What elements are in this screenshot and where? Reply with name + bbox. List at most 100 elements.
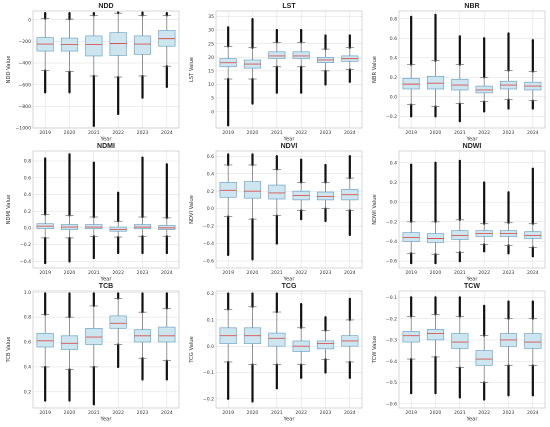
box-2021 (451, 296, 469, 399)
x-tick-label: 2024 (344, 270, 356, 276)
y-tick-label: −0.2 (386, 114, 397, 120)
plot-frame (32, 10, 180, 129)
outlier-point (458, 260, 461, 263)
y-tick-label: 10 (208, 82, 214, 88)
box-2024 (158, 12, 176, 88)
outlier-point (507, 394, 510, 397)
box-2020 (60, 12, 79, 94)
x-tick-label: 2024 (344, 130, 356, 136)
box-2021 (451, 35, 469, 123)
outlier-point (165, 292, 168, 295)
y-axis-label: TCG Value (189, 336, 195, 363)
outlier-point (348, 376, 351, 379)
x-tick-label: 2024 (527, 270, 539, 276)
x-tick-label: 2023 (320, 410, 332, 416)
y-tick-label: −0.4 (203, 241, 214, 247)
box-2024 (524, 39, 542, 110)
iqr-box (268, 332, 286, 347)
y-tick-label: −0.1 (203, 370, 214, 376)
y-tick-label: −0.2 (203, 224, 214, 230)
outlier-point (275, 155, 278, 158)
x-tick-label: 2024 (344, 410, 356, 416)
y-tick-label: 20 (208, 55, 214, 61)
iqr-box (292, 51, 310, 59)
panel-title: TCB (99, 283, 113, 290)
iqr-box (426, 328, 445, 341)
outlier-point (165, 163, 168, 166)
plot-frame (32, 290, 180, 409)
iqr-box (524, 333, 542, 349)
box-2023 (499, 32, 518, 110)
box-2022 (292, 28, 310, 94)
y-axis-label: NDMI Value (6, 195, 12, 225)
x-axis-label: Year (283, 277, 296, 283)
panel-title: NDMI (97, 143, 115, 150)
outlier-point (44, 261, 47, 264)
outlier-point (227, 124, 230, 127)
box-2024 (341, 297, 359, 379)
x-tick-label: 2022 (295, 410, 307, 416)
outlier-point (141, 156, 144, 159)
y-tick-label: −0.2 (386, 219, 397, 225)
iqr-box (451, 230, 469, 240)
box-2021 (85, 12, 103, 127)
outlier-point (348, 155, 351, 158)
outlier-point (300, 376, 303, 379)
box-2020 (243, 18, 262, 105)
y-tick-label: −0.1 (386, 295, 397, 301)
x-tick-label: 2022 (478, 270, 490, 276)
outlier-point (434, 262, 437, 265)
box-2024 (524, 300, 542, 397)
box-2024 (341, 155, 359, 236)
outlier-point (117, 112, 120, 115)
outlier-point (68, 153, 71, 156)
y-tick-label: 0.6 (24, 175, 31, 181)
box-2019 (36, 157, 54, 265)
box-2020 (426, 13, 445, 118)
outlier-point (324, 163, 327, 166)
iqr-box (524, 231, 542, 239)
outlier-point (227, 153, 230, 156)
outlier-point (227, 253, 230, 256)
y-tick-label: 0.4 (390, 55, 397, 61)
iqr-box (402, 331, 420, 343)
outlier-point (531, 300, 534, 303)
x-axis-label: Year (100, 417, 113, 423)
x-axis-label: Year (466, 277, 479, 283)
outlier-point (434, 161, 437, 164)
outlier-point (410, 296, 413, 299)
outlier-point (227, 292, 230, 295)
outlier-point (531, 394, 534, 397)
box-2024 (158, 163, 176, 255)
outlier-point (275, 242, 278, 245)
panel-title: TCW (464, 283, 480, 290)
y-tick-label: −1000 (15, 126, 31, 132)
panel-tcb: TCB 0.2 0.4 0.6 0.8 1.0 2019 2020 2021 2022 2023 20… (6, 283, 180, 423)
x-axis-label: Year (100, 137, 113, 143)
y-tick-label: 0.0 (390, 94, 397, 100)
iqr-box (316, 340, 335, 350)
x-tick-label: 2020 (430, 410, 442, 416)
outlier-point (434, 392, 437, 395)
outlier-point (348, 34, 351, 37)
iqr-box (109, 315, 127, 329)
iqr-box (85, 35, 103, 57)
x-tick-label: 2022 (478, 410, 490, 416)
outlier-point (251, 18, 254, 21)
panel-title: NDVI (281, 143, 298, 150)
x-tick-label: 2021 (454, 130, 466, 136)
box-2023 (316, 316, 335, 374)
box-2022 (109, 191, 127, 255)
outlier-point (275, 29, 278, 32)
box-2021 (268, 155, 286, 245)
outlier-point (531, 255, 534, 258)
x-tick-label: 2020 (247, 130, 259, 136)
x-tick-label: 2021 (271, 410, 283, 416)
x-tick-label: 2019 (39, 410, 51, 416)
box-2023 (133, 156, 152, 255)
x-tick-label: 2023 (137, 130, 149, 136)
x-tick-label: 2023 (320, 130, 332, 136)
x-tick-label: 2021 (454, 270, 466, 276)
y-axis-label: NDWI Value (372, 194, 378, 224)
plot-frame (32, 150, 180, 269)
